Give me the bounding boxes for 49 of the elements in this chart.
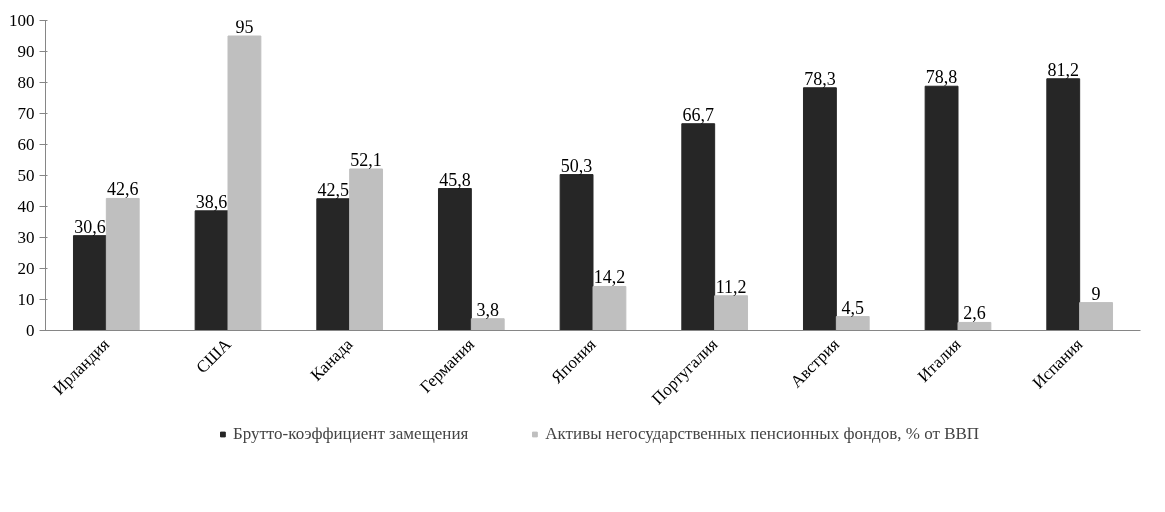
bar bbox=[227, 35, 262, 331]
y-tick-label: 10 bbox=[17, 290, 35, 309]
data-label: 4,5 bbox=[841, 297, 865, 318]
legend-label: Брутто-коэффициент замещения bbox=[232, 424, 469, 444]
bar bbox=[1079, 302, 1114, 331]
y-tick-label: 50 bbox=[17, 166, 35, 185]
y-tick-label: 40 bbox=[17, 197, 35, 216]
data-label: 45,8 bbox=[439, 169, 471, 190]
y-tick-label: 80 bbox=[17, 73, 35, 92]
bar bbox=[316, 198, 351, 331]
bar bbox=[924, 85, 959, 331]
bar bbox=[714, 295, 749, 331]
bar bbox=[437, 188, 472, 331]
bar bbox=[72, 235, 107, 331]
data-label: 50,3 bbox=[560, 155, 593, 176]
bar bbox=[1046, 78, 1081, 331]
data-label: 78,8 bbox=[925, 67, 958, 88]
bar bbox=[802, 87, 837, 331]
data-label: 42,6 bbox=[107, 179, 139, 200]
y-tick-label: 60 bbox=[17, 135, 35, 154]
bar bbox=[592, 285, 627, 331]
data-label: 38,6 bbox=[195, 191, 228, 212]
data-label: 66,7 bbox=[682, 104, 714, 125]
data-label: 52,1 bbox=[350, 149, 382, 170]
data-label: 2,6 bbox=[963, 303, 986, 324]
bar bbox=[559, 174, 594, 331]
data-label: 95 bbox=[235, 17, 254, 37]
bar bbox=[470, 318, 505, 331]
bar bbox=[957, 321, 992, 331]
bar bbox=[194, 210, 229, 331]
data-label: 9 bbox=[1091, 283, 1101, 304]
y-tick-label: 30 bbox=[17, 228, 35, 247]
bar bbox=[681, 123, 716, 331]
data-label: 14,2 bbox=[593, 267, 626, 288]
data-label: 78,3 bbox=[804, 68, 836, 89]
bar bbox=[105, 197, 140, 331]
data-label: 11,2 bbox=[715, 276, 747, 297]
bar bbox=[349, 168, 384, 331]
legend-label: Активы негосударственных пенсионных фондов, % от ВВП bbox=[545, 424, 980, 444]
data-label: 30,6 bbox=[74, 216, 106, 237]
y-tick-label: 70 bbox=[17, 104, 35, 123]
y-tick-label: 100 bbox=[9, 11, 35, 30]
bar bbox=[835, 316, 870, 331]
data-label: 42,5 bbox=[317, 179, 349, 200]
y-tick-label: 20 bbox=[17, 259, 35, 278]
data-label: 81,2 bbox=[1047, 59, 1079, 80]
y-tick-label: 0 bbox=[26, 321, 35, 340]
data-label: 3,8 bbox=[476, 299, 500, 320]
y-tick-label: 90 bbox=[17, 42, 35, 61]
